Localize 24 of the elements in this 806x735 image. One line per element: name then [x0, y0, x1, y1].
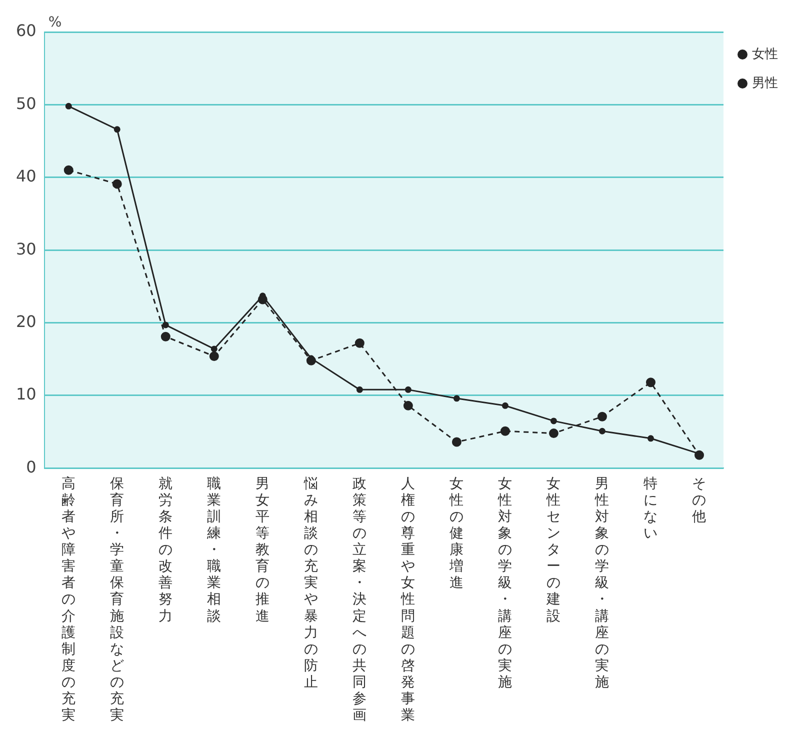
category-label: 高齢者や障害者の介護制度の充実: [62, 476, 76, 724]
category-label: 男性対象の学級・講座の実施: [595, 476, 610, 690]
category-label: 女性対象の学級・講座の実施: [498, 476, 512, 690]
legend-label: 女性: [752, 46, 778, 62]
y-tick-label: 30: [16, 239, 36, 258]
y-tick-label: 0: [26, 457, 36, 476]
y-tick-label: 40: [16, 166, 36, 186]
category-label: 政策等の立案・決定への共同参画: [352, 476, 367, 724]
category-label: 就労条件の改善努力: [158, 476, 173, 624]
x-tick-label: 特にない: [644, 476, 658, 542]
y-axis-title: %: [48, 14, 62, 31]
legend-label: 男性: [752, 76, 778, 91]
y-tick-label: 50: [16, 94, 36, 113]
y-tick-label: 60: [16, 21, 36, 40]
category-label: 女性センターの建設: [546, 476, 561, 624]
category-label: 人権の尊重や女性問題の啓発事業: [401, 476, 416, 724]
y-tick-label: 10: [16, 384, 36, 404]
y-tick-label: 20: [16, 312, 36, 331]
category-label: 悩み相談の充実や暴力の防止: [304, 476, 318, 690]
x-tick-label: その他: [692, 476, 706, 526]
category-label: 職業訓練・職業相談: [207, 476, 222, 624]
x-tick-label: 女性の健康増進: [448, 476, 464, 592]
category-label: 男女平等教育の推進: [256, 476, 270, 624]
category-label: 保育所・学童保育施設などの充実: [110, 476, 124, 724]
